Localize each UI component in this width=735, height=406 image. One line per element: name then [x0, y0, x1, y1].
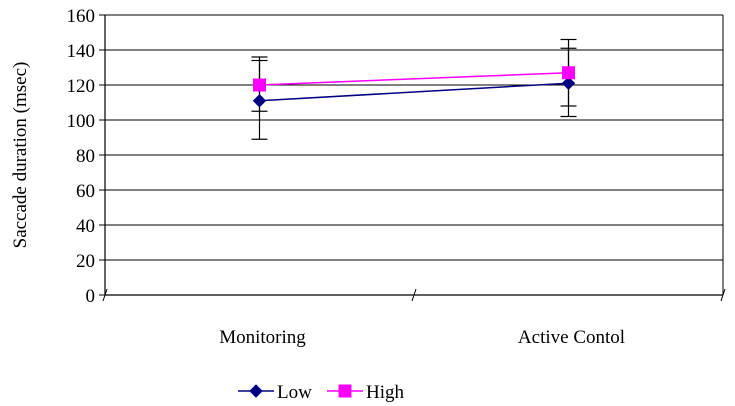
series: [254, 67, 575, 107]
y-tick-label: 60: [76, 181, 95, 202]
grid-lines: [105, 50, 723, 260]
y-tick-label: 20: [76, 251, 95, 272]
y-axis-title: Saccade duration (msec): [10, 62, 31, 249]
data-point-high: [563, 67, 575, 79]
series-line-low: [260, 83, 569, 101]
x-tick-labels: Monitoring Active Contol: [219, 327, 625, 348]
y-tick-label: 40: [76, 216, 95, 237]
y-tick-label: 160: [67, 6, 96, 27]
data-point-high: [254, 79, 266, 91]
legend-marker-low: [250, 385, 262, 397]
error-bars: [252, 40, 577, 140]
y-tick-label: 140: [67, 41, 96, 62]
y-tick-labels: 0 20 40 60 80 100 120 140 160: [67, 6, 96, 307]
legend-label-low: Low: [277, 382, 312, 403]
y-tick-label: 120: [67, 76, 96, 97]
x-tick-label: Monitoring: [219, 327, 306, 348]
series-line-high: [260, 73, 569, 85]
legend: Low High: [238, 382, 405, 403]
data-point-low: [254, 95, 266, 107]
x-tick-label: Active Contol: [518, 327, 625, 348]
legend-marker-high: [339, 385, 351, 397]
axes: [99, 15, 725, 301]
y-tick-label: 100: [67, 111, 96, 132]
y-tick-label: 0: [86, 286, 96, 307]
legend-label-high: High: [366, 382, 405, 403]
y-tick-label: 80: [76, 146, 95, 167]
